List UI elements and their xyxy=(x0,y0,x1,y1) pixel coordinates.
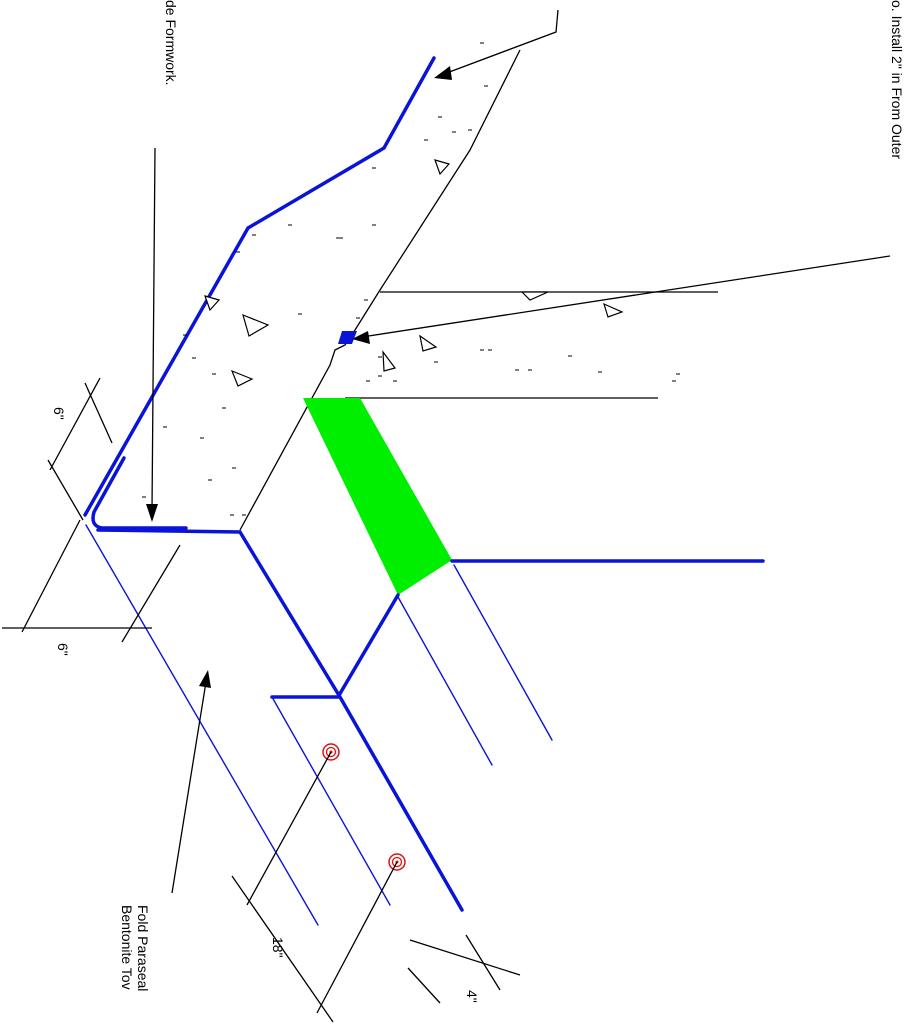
fastener-lower xyxy=(388,853,406,871)
bentonite-waterstop xyxy=(303,398,452,595)
annotation-fold-line1: Fold Paraseal xyxy=(135,905,151,991)
svg-text:6": 6" xyxy=(55,643,71,656)
dim-label-6-lower: 6" xyxy=(55,643,71,656)
leader-arrows xyxy=(146,9,891,894)
dim-label-6-upper: 6" xyxy=(51,407,67,420)
concrete-outline xyxy=(239,49,718,531)
svg-text:Bentonite Tov: Bentonite Tov xyxy=(119,905,135,990)
svg-text:4": 4" xyxy=(464,990,480,1003)
dim-label-4: 4" xyxy=(464,990,480,1003)
waterproofing-membrane xyxy=(83,56,765,912)
svg-text:6": 6" xyxy=(51,407,67,420)
annotation-fold-line2: Bentonite Tov xyxy=(119,905,135,990)
svg-text:18": 18" xyxy=(270,937,286,958)
membrane-thin-lines xyxy=(85,524,553,926)
annotation-formwork: de Formwork. xyxy=(163,0,179,86)
install-marker xyxy=(338,331,357,344)
aggregate-dots xyxy=(142,42,680,516)
fastener-upper xyxy=(322,743,340,761)
svg-text:Fold Paraseal: Fold Paraseal xyxy=(135,905,151,991)
svg-text:o. Install 2" in From Outer: o. Install 2" in From Outer xyxy=(889,0,905,159)
svg-text:de Formwork.: de Formwork. xyxy=(163,0,179,86)
aggregate-symbols xyxy=(204,159,624,387)
dim-label-18: 18" xyxy=(270,937,286,958)
nail-fasteners xyxy=(322,743,406,871)
annotation-install: o. Install 2" in From Outer xyxy=(889,0,905,159)
dimension-lines xyxy=(2,377,521,1023)
